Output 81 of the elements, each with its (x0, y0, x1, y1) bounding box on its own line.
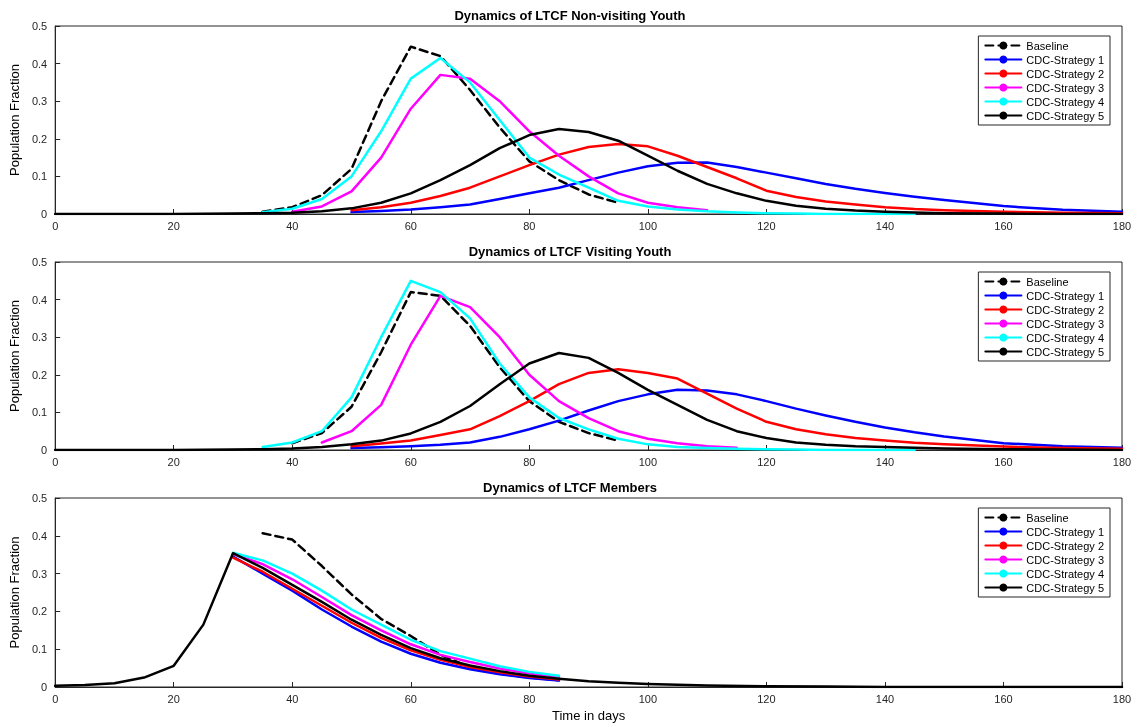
legend-label: CDC-Strategy 5 (1026, 581, 1105, 594)
y-axis-title: Population Fraction (7, 299, 22, 413)
legend-label: CDC-Strategy 4 (1026, 95, 1105, 108)
x-tick-label: 20 (167, 692, 180, 705)
legend-label: Baseline (1026, 511, 1069, 524)
legend-label: Baseline (1026, 275, 1069, 288)
legend-label: CDC-Strategy 3 (1026, 317, 1105, 330)
line-series (261, 279, 916, 452)
chart-title: Dynamics of LTCF Non-visiting Youth (454, 8, 686, 23)
y-tick-label: 0.4 (31, 57, 48, 70)
x-tick-label: 140 (875, 692, 895, 705)
x-tick-label: 60 (404, 455, 417, 468)
x-tick-label: 40 (286, 219, 299, 232)
legend-label: CDC-Strategy 4 (1026, 567, 1105, 580)
y-tick-label: 0.3 (31, 95, 48, 108)
x-tick-label: 100 (638, 692, 658, 705)
x-tick-label: 120 (757, 692, 776, 705)
x-tick-label: 100 (638, 455, 658, 468)
legend-label: CDC-Strategy 5 (1026, 345, 1105, 358)
y-tick-label: 0.4 (31, 529, 48, 542)
legend-label: CDC-Strategy 1 (1026, 53, 1105, 66)
y-tick-label: 0.3 (31, 567, 48, 580)
x-tick-label: 160 (994, 219, 1013, 232)
chart-title: Dynamics of LTCF Members (483, 480, 657, 495)
x-tick-label: 140 (875, 219, 895, 232)
legend-label: CDC-Strategy 1 (1026, 289, 1105, 302)
x-tick-label: 0 (52, 692, 59, 705)
legend-label: CDC-Strategy 2 (1026, 539, 1105, 552)
x-tick-label: 20 (167, 219, 180, 232)
legend-label: CDC-Strategy 1 (1026, 525, 1105, 538)
line-series (350, 388, 1124, 450)
y-tick-label: 0.5 (31, 256, 48, 268)
line-series (320, 294, 739, 449)
line-series (350, 161, 1124, 214)
y-axis-title: Population Fraction (7, 63, 22, 177)
x-tick-label: 40 (286, 455, 299, 468)
x-axis-title: Time in days (551, 708, 626, 723)
legend-label: CDC-Strategy 4 (1026, 331, 1105, 344)
x-tick-label: 80 (523, 692, 536, 705)
x-tick-label: 60 (404, 692, 417, 705)
y-tick-label: 0 (41, 681, 48, 693)
x-tick-label: 40 (286, 692, 299, 705)
y-tick-label: 0 (41, 444, 48, 456)
legend-label: CDC-Strategy 2 (1026, 303, 1105, 316)
x-tick-label: 180 (1112, 219, 1132, 232)
y-tick-label: 0.5 (31, 492, 48, 504)
y-tick-label: 0.2 (31, 605, 48, 618)
line-series (350, 367, 1124, 451)
line-series (350, 142, 1124, 215)
legend-label: CDC-Strategy 2 (1026, 67, 1105, 80)
legend-label: Baseline (1026, 39, 1069, 52)
x-tick-label: 20 (167, 455, 180, 468)
x-tick-label: 140 (875, 455, 895, 468)
legend-label: CDC-Strategy 3 (1026, 553, 1105, 566)
y-tick-label: 0.2 (31, 132, 48, 145)
x-tick-label: 100 (638, 219, 658, 232)
x-tick-label: 0 (52, 219, 59, 232)
y-tick-label: 0.2 (31, 368, 48, 381)
y-tick-label: 0.1 (31, 643, 48, 656)
y-tick-label: 0.4 (31, 293, 48, 306)
chart-title: Dynamics of LTCF Visiting Youth (468, 244, 672, 259)
legend-label: CDC-Strategy 3 (1026, 81, 1105, 94)
y-tick-label: 0 (41, 208, 48, 220)
line-series (291, 73, 709, 213)
x-tick-label: 120 (757, 455, 776, 468)
x-tick-label: 180 (1112, 455, 1132, 468)
y-axis-title: Population Fraction (7, 536, 22, 649)
y-tick-label: 0.3 (31, 331, 48, 344)
x-tick-label: 120 (757, 219, 776, 232)
y-tick-label: 0.5 (31, 20, 48, 32)
x-tick-label: 160 (994, 455, 1013, 468)
legend-label: CDC-Strategy 5 (1026, 109, 1105, 122)
x-tick-label: 160 (994, 692, 1013, 705)
line-series (261, 56, 916, 216)
x-tick-label: 0 (52, 455, 59, 468)
x-tick-label: 180 (1112, 692, 1132, 705)
y-tick-label: 0.1 (31, 406, 48, 419)
x-tick-label: 80 (523, 455, 536, 468)
x-tick-label: 60 (404, 219, 417, 232)
x-tick-label: 80 (523, 219, 536, 232)
y-tick-label: 0.1 (31, 170, 48, 183)
